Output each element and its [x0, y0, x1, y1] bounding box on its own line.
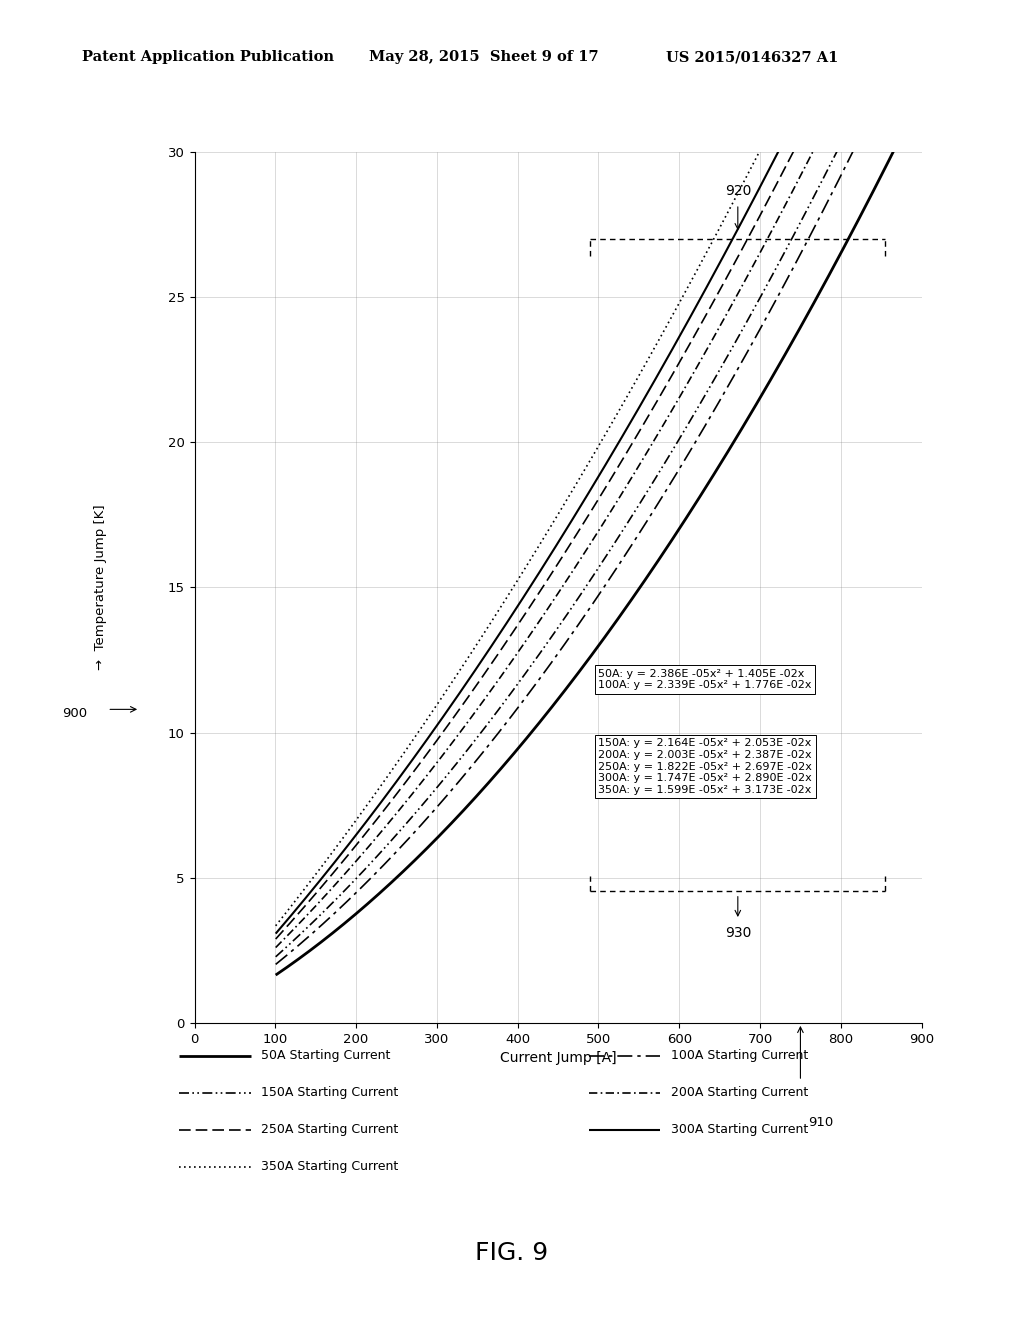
- Text: →  Temperature Jump [K]: → Temperature Jump [K]: [93, 504, 106, 671]
- Text: 300A Starting Current: 300A Starting Current: [671, 1123, 808, 1137]
- Text: FIG. 9: FIG. 9: [475, 1241, 549, 1265]
- Text: 50A Starting Current: 50A Starting Current: [261, 1049, 390, 1063]
- Text: 250A Starting Current: 250A Starting Current: [261, 1123, 398, 1137]
- Text: 150A: y = 2.164E -05x² + 2.053E -02x
200A: y = 2.003E -05x² + 2.387E -02x
250A: : 150A: y = 2.164E -05x² + 2.053E -02x 200…: [598, 738, 812, 795]
- Text: US 2015/0146327 A1: US 2015/0146327 A1: [666, 50, 838, 65]
- Text: 100A Starting Current: 100A Starting Current: [671, 1049, 808, 1063]
- Text: 910: 910: [809, 1115, 834, 1129]
- Text: 200A Starting Current: 200A Starting Current: [671, 1086, 808, 1100]
- X-axis label: Current Jump [A]: Current Jump [A]: [500, 1051, 616, 1065]
- Text: Patent Application Publication: Patent Application Publication: [82, 50, 334, 65]
- Text: 350A Starting Current: 350A Starting Current: [261, 1160, 398, 1173]
- Text: 150A Starting Current: 150A Starting Current: [261, 1086, 398, 1100]
- Text: May 28, 2015  Sheet 9 of 17: May 28, 2015 Sheet 9 of 17: [369, 50, 598, 65]
- Text: 50A: y = 2.386E -05x² + 1.405E -02x
100A: y = 2.339E -05x² + 1.776E -02x: 50A: y = 2.386E -05x² + 1.405E -02x 100A…: [598, 669, 812, 690]
- Text: 920: 920: [725, 185, 751, 198]
- Text: 900: 900: [62, 708, 87, 721]
- Text: 930: 930: [725, 925, 751, 940]
